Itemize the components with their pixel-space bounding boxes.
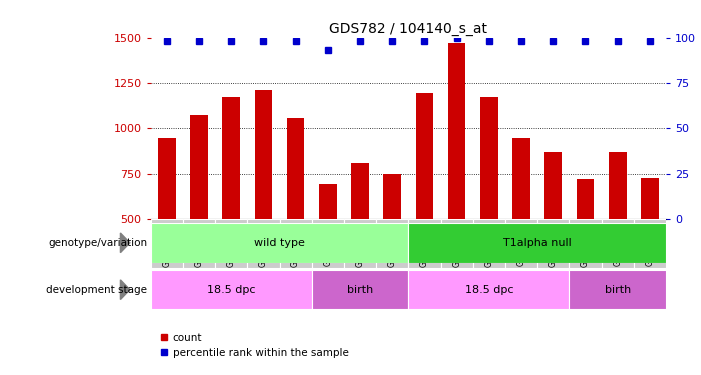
Bar bbox=[312, 219, 344, 268]
Bar bbox=[151, 219, 183, 268]
Bar bbox=[545, 152, 562, 310]
Bar bbox=[247, 219, 280, 268]
Text: GSM22043: GSM22043 bbox=[163, 225, 171, 267]
Bar bbox=[280, 219, 312, 268]
Bar bbox=[480, 97, 498, 310]
Bar bbox=[158, 138, 176, 310]
Text: T1alpha null: T1alpha null bbox=[503, 238, 571, 248]
Bar bbox=[183, 219, 215, 268]
Bar bbox=[641, 177, 659, 310]
Text: GSM22048: GSM22048 bbox=[323, 225, 332, 267]
Text: GSM22036: GSM22036 bbox=[452, 225, 461, 267]
Text: GSM22038: GSM22038 bbox=[517, 225, 526, 267]
Text: GSM22035: GSM22035 bbox=[420, 225, 429, 267]
Bar bbox=[351, 163, 369, 310]
Bar bbox=[569, 270, 666, 309]
Text: 18.5 dpc: 18.5 dpc bbox=[207, 285, 255, 295]
Text: GSM22037: GSM22037 bbox=[484, 225, 494, 267]
Bar bbox=[222, 97, 240, 310]
Title: GDS782 / 104140_s_at: GDS782 / 104140_s_at bbox=[329, 22, 487, 36]
Bar bbox=[408, 223, 666, 262]
Bar bbox=[287, 118, 304, 310]
Bar bbox=[569, 219, 601, 268]
Text: GSM22046: GSM22046 bbox=[259, 225, 268, 267]
Bar bbox=[601, 219, 634, 268]
Text: 18.5 dpc: 18.5 dpc bbox=[465, 285, 513, 295]
Bar bbox=[383, 174, 401, 310]
Text: GSM22039: GSM22039 bbox=[549, 225, 558, 267]
Bar bbox=[472, 219, 505, 268]
Text: GSM22044: GSM22044 bbox=[194, 225, 203, 267]
Bar bbox=[319, 184, 336, 310]
Text: birth: birth bbox=[604, 285, 631, 295]
Text: GSM22042: GSM22042 bbox=[646, 225, 654, 267]
Polygon shape bbox=[121, 280, 130, 300]
Bar bbox=[215, 219, 247, 268]
Text: GSM22049: GSM22049 bbox=[355, 225, 365, 267]
Text: GSM22040: GSM22040 bbox=[581, 225, 590, 267]
Bar bbox=[634, 219, 666, 268]
Text: GSM22041: GSM22041 bbox=[613, 225, 622, 267]
Text: GSM22050: GSM22050 bbox=[388, 225, 397, 267]
Bar bbox=[408, 219, 440, 268]
Text: birth: birth bbox=[347, 285, 373, 295]
Bar bbox=[151, 270, 312, 309]
Text: GSM22047: GSM22047 bbox=[291, 225, 300, 267]
Text: wild type: wild type bbox=[254, 238, 305, 248]
Bar bbox=[416, 93, 433, 310]
Bar bbox=[537, 219, 569, 268]
Bar bbox=[254, 90, 272, 310]
Bar bbox=[408, 270, 569, 309]
Bar bbox=[376, 219, 408, 268]
Bar bbox=[608, 152, 627, 310]
Bar bbox=[448, 43, 465, 310]
Legend: count, percentile rank within the sample: count, percentile rank within the sample bbox=[156, 329, 353, 362]
Bar bbox=[440, 219, 472, 268]
Polygon shape bbox=[121, 233, 130, 253]
Bar bbox=[344, 219, 376, 268]
Bar bbox=[577, 179, 594, 310]
Bar bbox=[312, 270, 408, 309]
Bar bbox=[190, 115, 208, 310]
Text: GSM22045: GSM22045 bbox=[226, 225, 236, 267]
Text: development stage: development stage bbox=[46, 285, 147, 295]
Bar bbox=[505, 219, 537, 268]
Bar bbox=[151, 223, 408, 262]
Text: genotype/variation: genotype/variation bbox=[48, 238, 147, 248]
Bar bbox=[512, 138, 530, 310]
